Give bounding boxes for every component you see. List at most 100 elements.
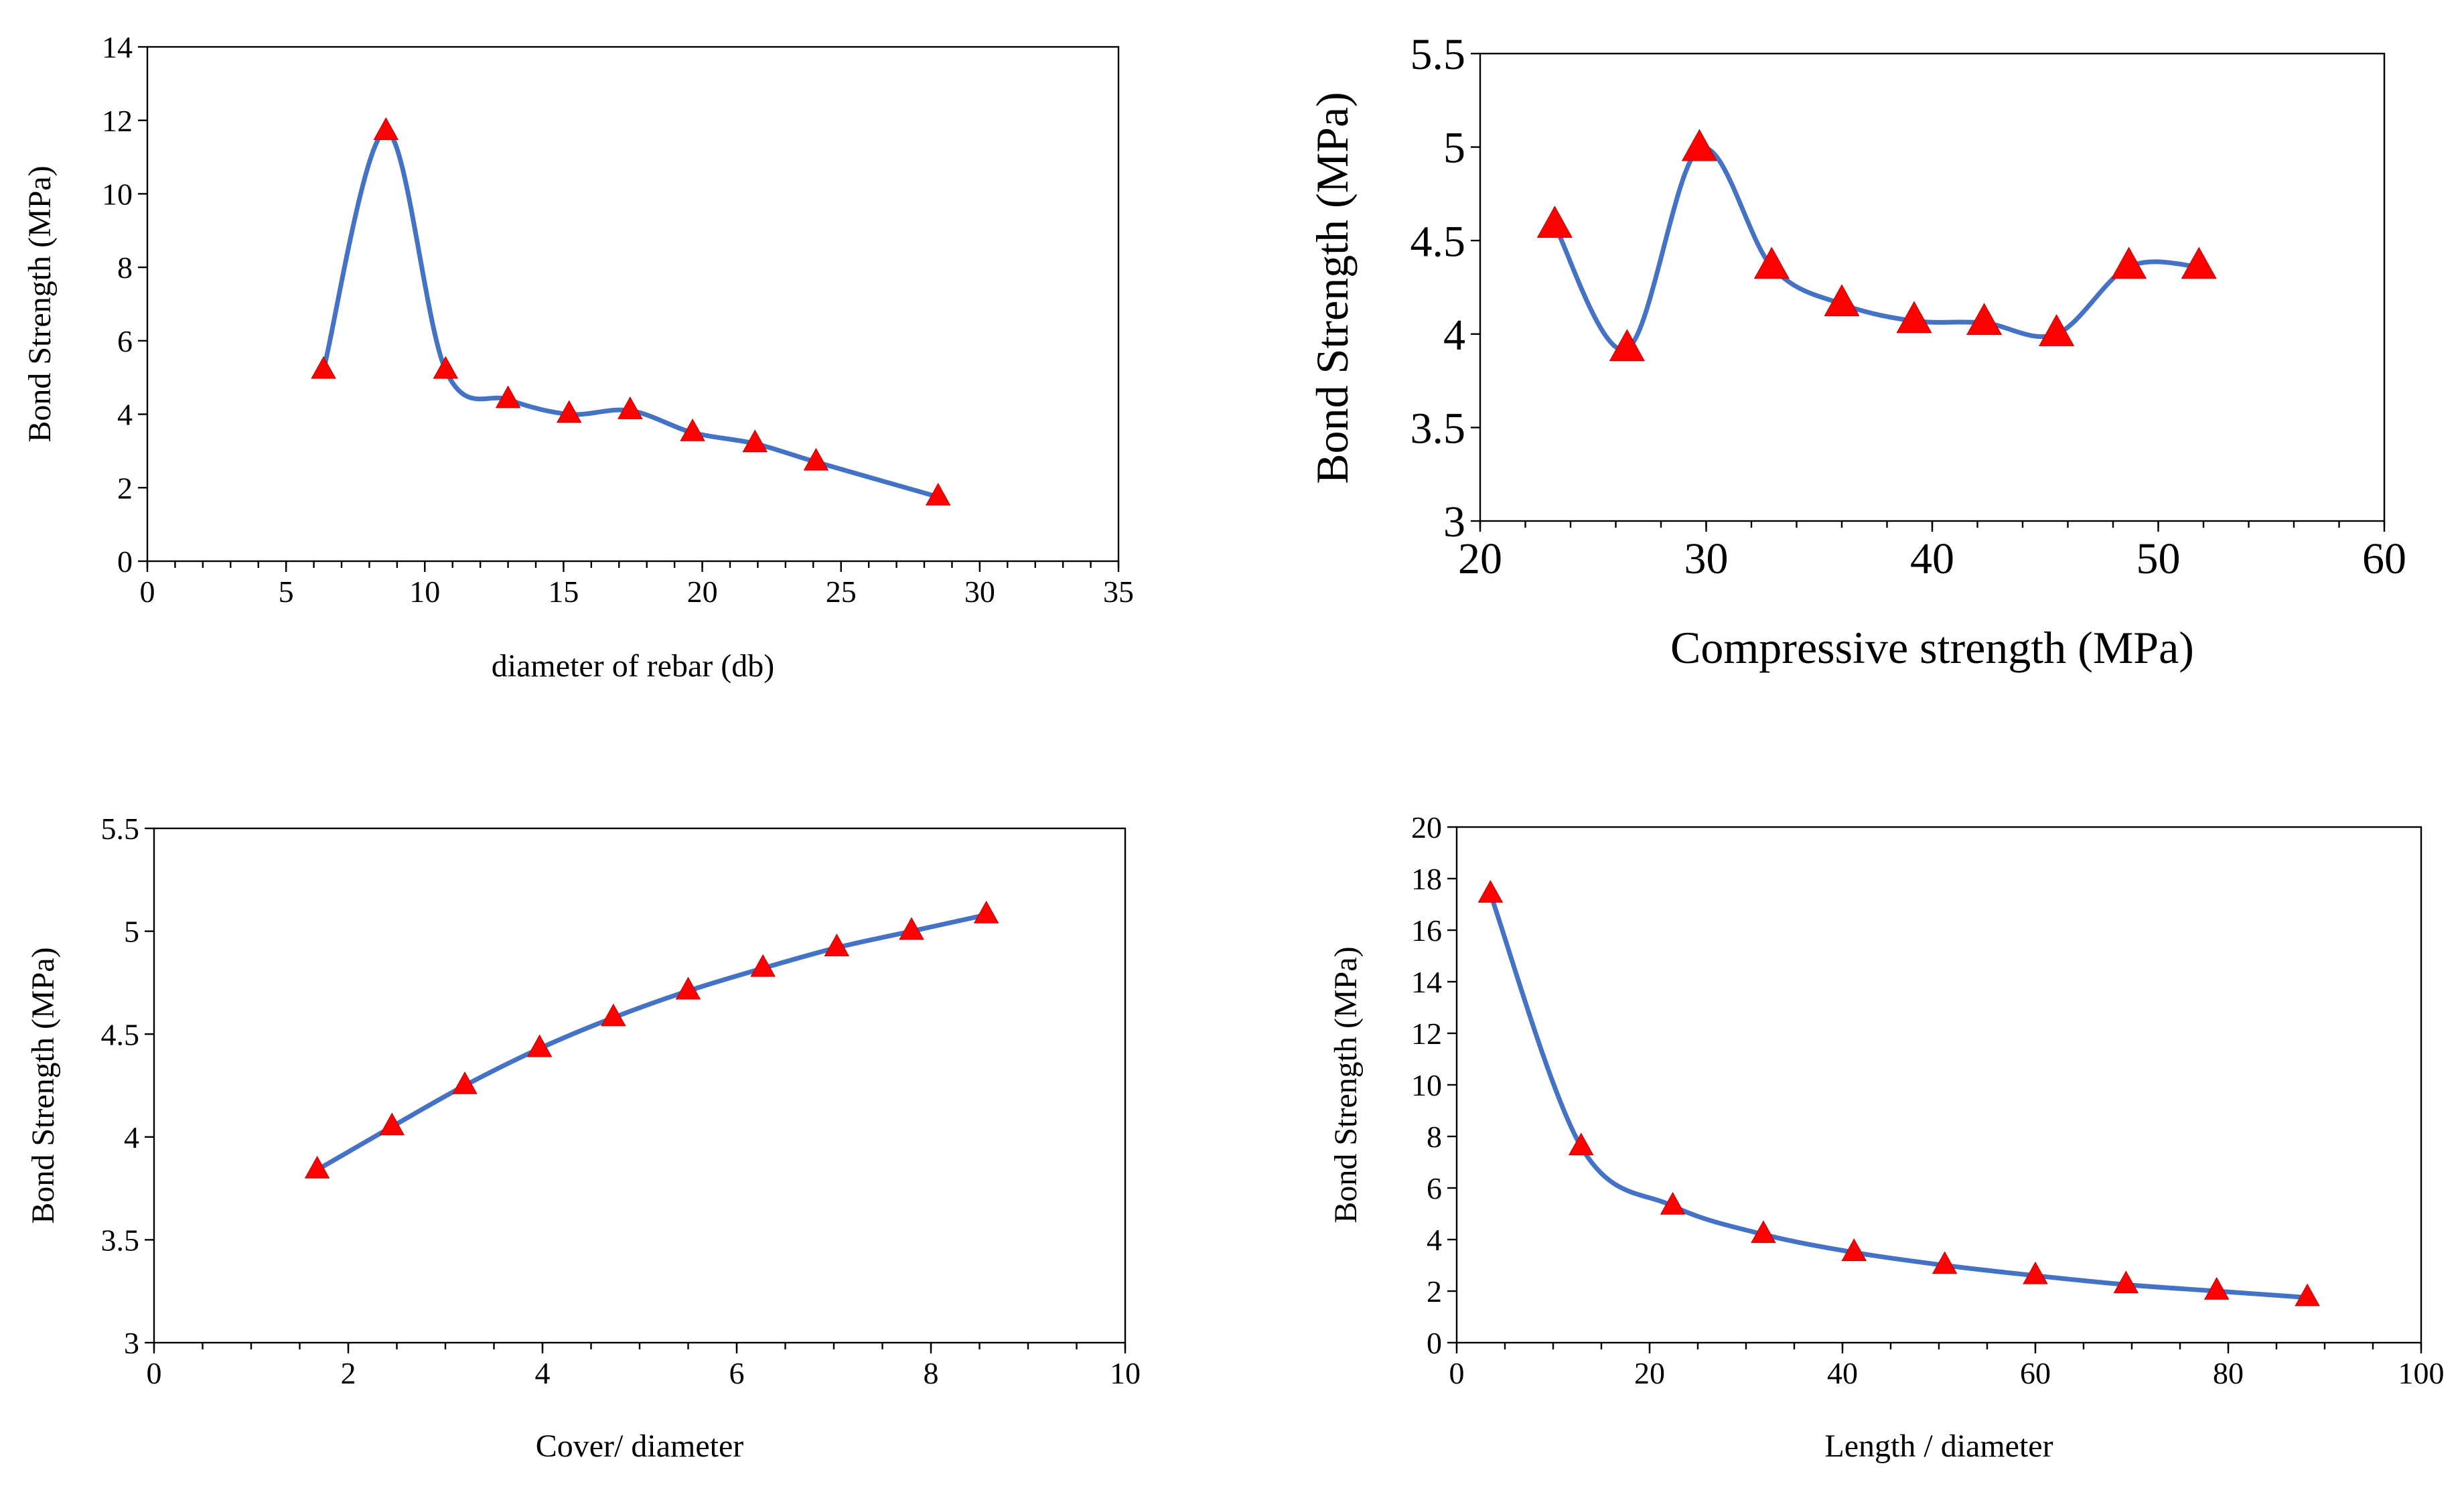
y-tick-label: 5 <box>124 915 139 949</box>
data-point-marker <box>2295 1283 2320 1307</box>
data-point-marker <box>556 400 582 423</box>
x-tick-label: 20 <box>687 575 718 609</box>
y-tick-label: 5 <box>1443 124 1465 173</box>
x-tick-label: 60 <box>2362 534 2406 583</box>
data-point-marker <box>1896 301 1932 333</box>
data-point-marker <box>2039 314 2075 346</box>
x-tick-label: 10 <box>1110 1356 1141 1390</box>
plot-area: 0 2 4 6 8 10 12 14 0 5 10 15 20 25 30 35 <box>102 30 1134 609</box>
data-point-marker <box>601 1003 626 1027</box>
xlabel: Length / diameter <box>1824 1428 2053 1464</box>
x-tick-label: 0 <box>140 575 155 609</box>
chart-compressive: Bond Strength (MPa) Compressive strength… <box>1307 30 2407 673</box>
x-tick-label: 30 <box>964 575 995 609</box>
x-tick-label: 80 <box>2213 1356 2244 1390</box>
y-tick-label: 3.5 <box>101 1223 140 1258</box>
ylabel: Bond Strength (MPa) <box>25 947 61 1223</box>
data-point-marker <box>680 418 705 441</box>
data-point-marker <box>1841 1238 1867 1262</box>
data-point-marker <box>803 447 829 471</box>
series-line <box>315 912 989 1173</box>
y-tick-label: 5.5 <box>1410 30 1466 79</box>
x-tick-label: 2 <box>341 1356 356 1390</box>
y-tick-label: 14 <box>102 30 133 64</box>
plot-area: 3 3.5 4 4.5 5 5.5 20 30 40 50 60 <box>1410 30 2407 583</box>
chart-diameter: Bond Strength (MPa) diameter of rebar (d… <box>22 30 1134 684</box>
x-tick-label: 10 <box>409 575 440 609</box>
x-tick-label: 60 <box>2020 1356 2051 1390</box>
x-tick-label: 30 <box>1684 534 1729 583</box>
data-point-marker <box>495 385 521 408</box>
xlabel: Compressive strength (MPa) <box>1670 622 2194 673</box>
data-point-marker <box>925 482 951 506</box>
data-point-marker <box>1477 880 1504 903</box>
x-tick-label: 50 <box>2136 534 2181 583</box>
data-point-marker <box>1660 1191 1686 1215</box>
data-point-marker <box>311 356 336 379</box>
y-tick-label: 2 <box>1427 1274 1442 1309</box>
data-point-marker <box>1609 329 1645 362</box>
data-point-marker <box>1966 303 2003 336</box>
xlabel: Cover/ diameter <box>536 1428 744 1464</box>
y-tick-label: 4.5 <box>1410 217 1466 266</box>
x-tick-label: 8 <box>924 1356 939 1390</box>
y-tick-label: 5.5 <box>101 812 140 846</box>
y-tick-label: 6 <box>117 324 133 358</box>
data-point-marker <box>1824 284 1860 317</box>
data-point-marker <box>433 356 459 379</box>
x-tick-label: 0 <box>1449 1356 1465 1390</box>
data-point-marker <box>742 429 768 453</box>
xlabel: diameter of rebar (db) <box>492 648 774 684</box>
data-point-marker <box>1681 129 1717 161</box>
y-tick-label: 16 <box>1411 913 1442 948</box>
plot-area: 0 2 4 6 8 10 12 14 16 18 20 0 20 40 60 80 100 <box>1411 810 2445 1390</box>
data-point-marker <box>2113 1270 2139 1294</box>
chart-cover: Bond Strength (MPa) Cover/ diameter 3 3.5… <box>25 812 1141 1464</box>
x-tick-label: 25 <box>826 575 857 609</box>
x-tick-label: 15 <box>548 575 579 609</box>
y-tick-label: 20 <box>1411 810 1442 844</box>
y-tick-label: 18 <box>1411 862 1442 896</box>
y-tick-label: 0 <box>1427 1326 1442 1360</box>
data-point-marker <box>973 900 999 923</box>
data-point-marker <box>1932 1251 1958 1274</box>
ylabel: Bond Strength (MPa) <box>1307 92 1358 484</box>
data-point-marker <box>750 954 776 977</box>
y-tick-label: 3 <box>1443 498 1465 546</box>
y-tick-label: 3 <box>124 1326 139 1360</box>
data-point-marker <box>675 976 701 1000</box>
y-tick-label: 4 <box>1427 1223 1442 1257</box>
y-tick-label: 4 <box>117 398 133 432</box>
x-tick-label: 100 <box>2398 1356 2445 1390</box>
plot-frame <box>146 46 1120 563</box>
ylabel: Bond Strength (MPa) <box>22 165 58 442</box>
x-tick-label: 35 <box>1103 575 1134 609</box>
y-tick-label: 14 <box>1411 965 1442 999</box>
data-point-marker <box>373 117 399 140</box>
x-tick-label: 20 <box>1634 1356 1665 1390</box>
data-point-marker <box>452 1071 478 1094</box>
y-tick-label: 4.5 <box>101 1017 140 1051</box>
y-tick-label: 6 <box>1427 1171 1442 1205</box>
series-line <box>1488 891 2310 1300</box>
data-point-marker <box>2023 1261 2048 1284</box>
data-point-marker <box>1753 246 1790 279</box>
ylabel: Bond Strength (MPa) <box>1328 946 1364 1223</box>
x-tick-label: 5 <box>279 575 294 609</box>
x-tick-label: 40 <box>1910 534 1954 583</box>
data-point-marker <box>2181 246 2217 279</box>
y-tick-label: 0 <box>117 544 133 579</box>
data-point-marker <box>304 1155 330 1179</box>
data-point-marker <box>1536 206 1573 238</box>
y-tick-label: 4 <box>124 1120 139 1154</box>
y-tick-label: 12 <box>102 104 133 138</box>
y-tick-label: 8 <box>1427 1120 1442 1154</box>
x-tick-label: 20 <box>1458 534 1502 583</box>
data-point-marker <box>618 396 643 419</box>
data-point-marker <box>379 1112 405 1136</box>
x-tick-label: 4 <box>535 1356 551 1390</box>
y-tick-label: 8 <box>117 250 133 285</box>
y-tick-label: 10 <box>102 177 133 212</box>
y-tick-label: 4 <box>1443 311 1465 360</box>
